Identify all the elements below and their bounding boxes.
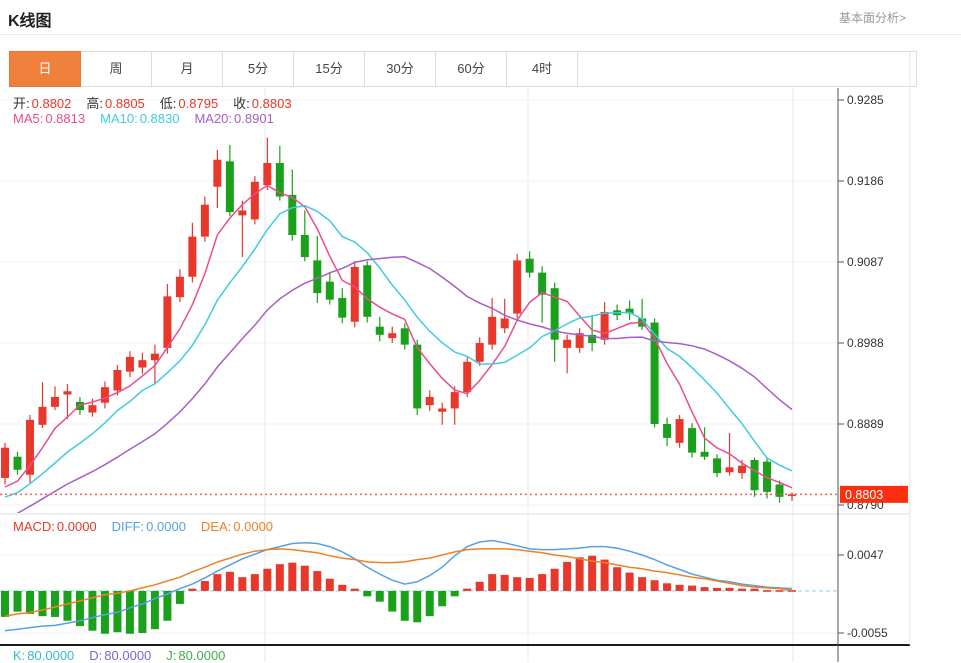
legend-ma5: MA5: 0.8813 bbox=[13, 111, 86, 126]
legend-close: 收: 0.8803 bbox=[233, 96, 292, 111]
page-header: K线图 基本面分析> bbox=[0, 0, 961, 34]
svg-text:0.9285: 0.9285 bbox=[847, 93, 884, 107]
tab-interval-7[interactable]: 4时 bbox=[506, 51, 578, 87]
legend-ma10: MA10: 0.8830 bbox=[100, 111, 180, 126]
svg-text:0.8889: 0.8889 bbox=[847, 417, 884, 431]
tab-interval-2[interactable]: 月 bbox=[151, 51, 223, 87]
legend-diff: DIFF: 0.0000 bbox=[111, 519, 186, 534]
ohlc-legend: 开: 0.8802 高: 0.8805 低: 0.8795 收: 0.8803 bbox=[13, 93, 307, 112]
price-axis-labels: 0.92850.91860.90870.89880.88890.87900.00… bbox=[838, 93, 888, 640]
legend-low: 低: 0.8795 bbox=[159, 96, 219, 111]
dea-line bbox=[4, 548, 793, 617]
svg-text:0.8803: 0.8803 bbox=[845, 488, 883, 502]
legend-j: J: 80.0000 bbox=[166, 648, 226, 663]
legend-high: 高: 0.8805 bbox=[86, 96, 145, 111]
legend-d: D: 80.0000 bbox=[89, 648, 152, 663]
diff-line bbox=[4, 539, 793, 632]
tab-interval-4[interactable]: 15分 bbox=[293, 51, 365, 87]
svg-text:0.9087: 0.9087 bbox=[847, 255, 884, 269]
tab-interval-3[interactable]: 5分 bbox=[222, 51, 294, 87]
svg-text:0.8988: 0.8988 bbox=[847, 336, 884, 350]
macd-legend: MACD: 0.0000 DIFF: 0.0000 DEA: 0.0000 bbox=[13, 519, 288, 534]
current-price-badge: 0.8803 bbox=[840, 485, 908, 503]
tab-interval-6[interactable]: 60分 bbox=[435, 51, 507, 87]
legend-dea: DEA: 0.0000 bbox=[200, 519, 274, 534]
legend-ma20: MA20: 0.8901 bbox=[194, 111, 274, 126]
tab-bar-filler bbox=[577, 51, 917, 87]
page-title: K线图 bbox=[8, 13, 52, 30]
svg-text:-0.0055: -0.0055 bbox=[847, 626, 888, 640]
candlestick-series bbox=[1, 137, 796, 503]
ma-legend: MA5: 0.8813 MA10: 0.8830 MA20: 0.8901 bbox=[13, 111, 289, 126]
fundamental-analysis-link[interactable]: 基本面分析> bbox=[838, 11, 906, 25]
ma5-line bbox=[4, 184, 793, 489]
legend-k: K: 80.0000 bbox=[13, 648, 75, 663]
interval-tabs: 日周月 5分 15分 30分 60分 4时 bbox=[9, 51, 917, 87]
kdj-legend: K: 80.0000 D: 80.0000 J: 80.0000 bbox=[13, 648, 240, 663]
ma20-line bbox=[16, 256, 793, 513]
svg-text:0.0047: 0.0047 bbox=[847, 548, 884, 562]
svg-text:0.9186: 0.9186 bbox=[847, 174, 884, 188]
macd-histogram bbox=[1, 555, 796, 634]
header-divider bbox=[0, 34, 961, 35]
tab-interval-5[interactable]: 30分 bbox=[364, 51, 436, 87]
legend-macd: MACD: 0.0000 bbox=[13, 519, 97, 534]
legend-open: 开: 0.8802 bbox=[13, 96, 72, 111]
tab-interval-0[interactable]: 日 bbox=[9, 51, 81, 87]
